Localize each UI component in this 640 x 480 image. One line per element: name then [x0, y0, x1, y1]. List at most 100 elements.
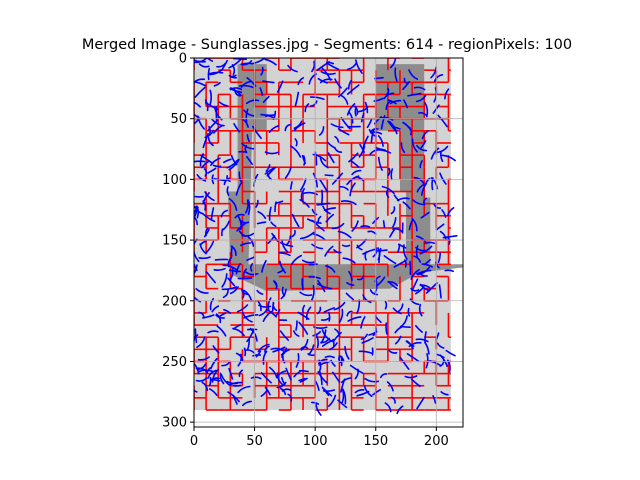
segment-stroke	[321, 67, 332, 81]
segment-stroke	[250, 263, 254, 272]
chart-title: Merged Image - Sunglasses.jpg - Segments…	[82, 37, 572, 53]
segment-stroke	[246, 134, 250, 143]
segment-stroke	[314, 402, 322, 416]
segment-stroke	[327, 141, 336, 149]
segment-stroke	[300, 339, 309, 351]
segment-stroke	[350, 160, 360, 168]
y-axis: 0 50 100 150 200 250 300	[162, 52, 194, 431]
segment-stroke	[323, 307, 335, 313]
segment-stroke	[194, 205, 198, 217]
segment-stroke	[408, 126, 413, 136]
segment-stroke	[439, 230, 447, 240]
segment-stroke	[412, 199, 426, 206]
segment-stroke	[387, 120, 396, 131]
segment-stroke	[411, 378, 421, 388]
segment-stroke	[423, 197, 427, 206]
segment-stroke	[216, 325, 227, 337]
segment-stroke	[279, 330, 289, 341]
segment-stroke	[277, 268, 285, 274]
segment-stroke	[195, 288, 209, 294]
y-tick-label: 300	[162, 416, 187, 431]
segment-stroke	[348, 270, 353, 281]
segment-stroke	[197, 363, 207, 371]
segment-stroke	[308, 276, 321, 280]
segment-stroke	[233, 123, 241, 133]
segment-stroke	[441, 154, 456, 162]
segmented-image	[194, 58, 463, 416]
segment-stroke	[211, 118, 225, 127]
segment-stroke	[386, 381, 394, 392]
segment-stroke	[306, 218, 322, 224]
segment-stroke	[394, 335, 402, 345]
segment-stroke	[301, 191, 318, 196]
segment-stroke	[260, 372, 272, 384]
segment-stroke	[302, 304, 306, 313]
segment-stroke	[314, 332, 319, 349]
segment-stroke	[320, 337, 330, 344]
segment-stroke	[240, 242, 252, 247]
segment-stroke	[406, 340, 414, 350]
segment-stroke	[400, 142, 406, 153]
segment-stroke	[364, 377, 380, 383]
segment-stroke	[356, 299, 361, 314]
segment-stroke	[209, 297, 215, 311]
segment-stroke	[209, 89, 213, 106]
segment-stroke	[274, 201, 277, 213]
segment-stroke	[243, 109, 255, 117]
segment-stroke	[197, 356, 210, 361]
segment-stroke	[416, 269, 432, 275]
segment-stroke	[318, 126, 325, 136]
segment-stroke	[408, 69, 419, 80]
segment-stroke	[436, 342, 445, 349]
segment-stroke	[317, 283, 333, 290]
segment-stroke	[340, 377, 352, 384]
segment-stroke	[228, 58, 242, 69]
segment-stroke	[312, 330, 322, 337]
segment-stroke	[285, 235, 292, 246]
segment-stroke	[349, 182, 356, 197]
segment-stroke	[265, 115, 274, 119]
segment-stroke	[328, 311, 331, 322]
segment-stroke	[226, 380, 238, 385]
segment-stroke	[433, 74, 444, 82]
segment-stroke	[287, 64, 298, 73]
segment-stroke	[424, 341, 430, 355]
x-tick-label: 100	[303, 434, 328, 449]
segment-stroke	[321, 329, 333, 342]
segment-stroke	[311, 243, 324, 250]
segment-stroke	[344, 345, 350, 360]
segment-stroke	[397, 303, 404, 313]
segment-stroke	[235, 263, 241, 275]
segment-stroke	[320, 316, 331, 321]
segment-stroke	[360, 112, 365, 123]
segment-stroke	[196, 205, 199, 219]
segment-stroke	[194, 328, 198, 344]
segment-stroke	[318, 358, 328, 365]
segment-stroke	[210, 157, 221, 166]
segment-stroke	[413, 86, 426, 91]
segment-stroke	[241, 288, 245, 299]
segment-stroke	[255, 199, 259, 208]
segment-stroke	[354, 106, 357, 117]
segment-stroke	[246, 337, 251, 351]
segment-stroke	[247, 236, 255, 247]
y-tick-label: 250	[162, 355, 187, 370]
segment-stroke	[202, 213, 216, 223]
segment-stroke	[360, 333, 368, 340]
segment-stroke	[221, 273, 228, 288]
segment-stroke	[230, 245, 237, 257]
segment-stroke	[203, 168, 208, 177]
segment-stroke	[338, 308, 344, 323]
segment-stroke	[194, 78, 206, 84]
segment-stroke	[220, 209, 228, 218]
segment-stroke	[268, 206, 272, 221]
segment-stroke	[227, 277, 236, 287]
segment-stroke	[367, 230, 377, 235]
segment-stroke	[409, 298, 420, 306]
segment-stroke	[387, 281, 399, 287]
segment-stroke	[389, 58, 397, 69]
segment-stroke	[447, 207, 455, 217]
segment-stroke	[232, 327, 245, 337]
segment-stroke	[245, 99, 260, 105]
segment-stroke	[241, 232, 255, 237]
